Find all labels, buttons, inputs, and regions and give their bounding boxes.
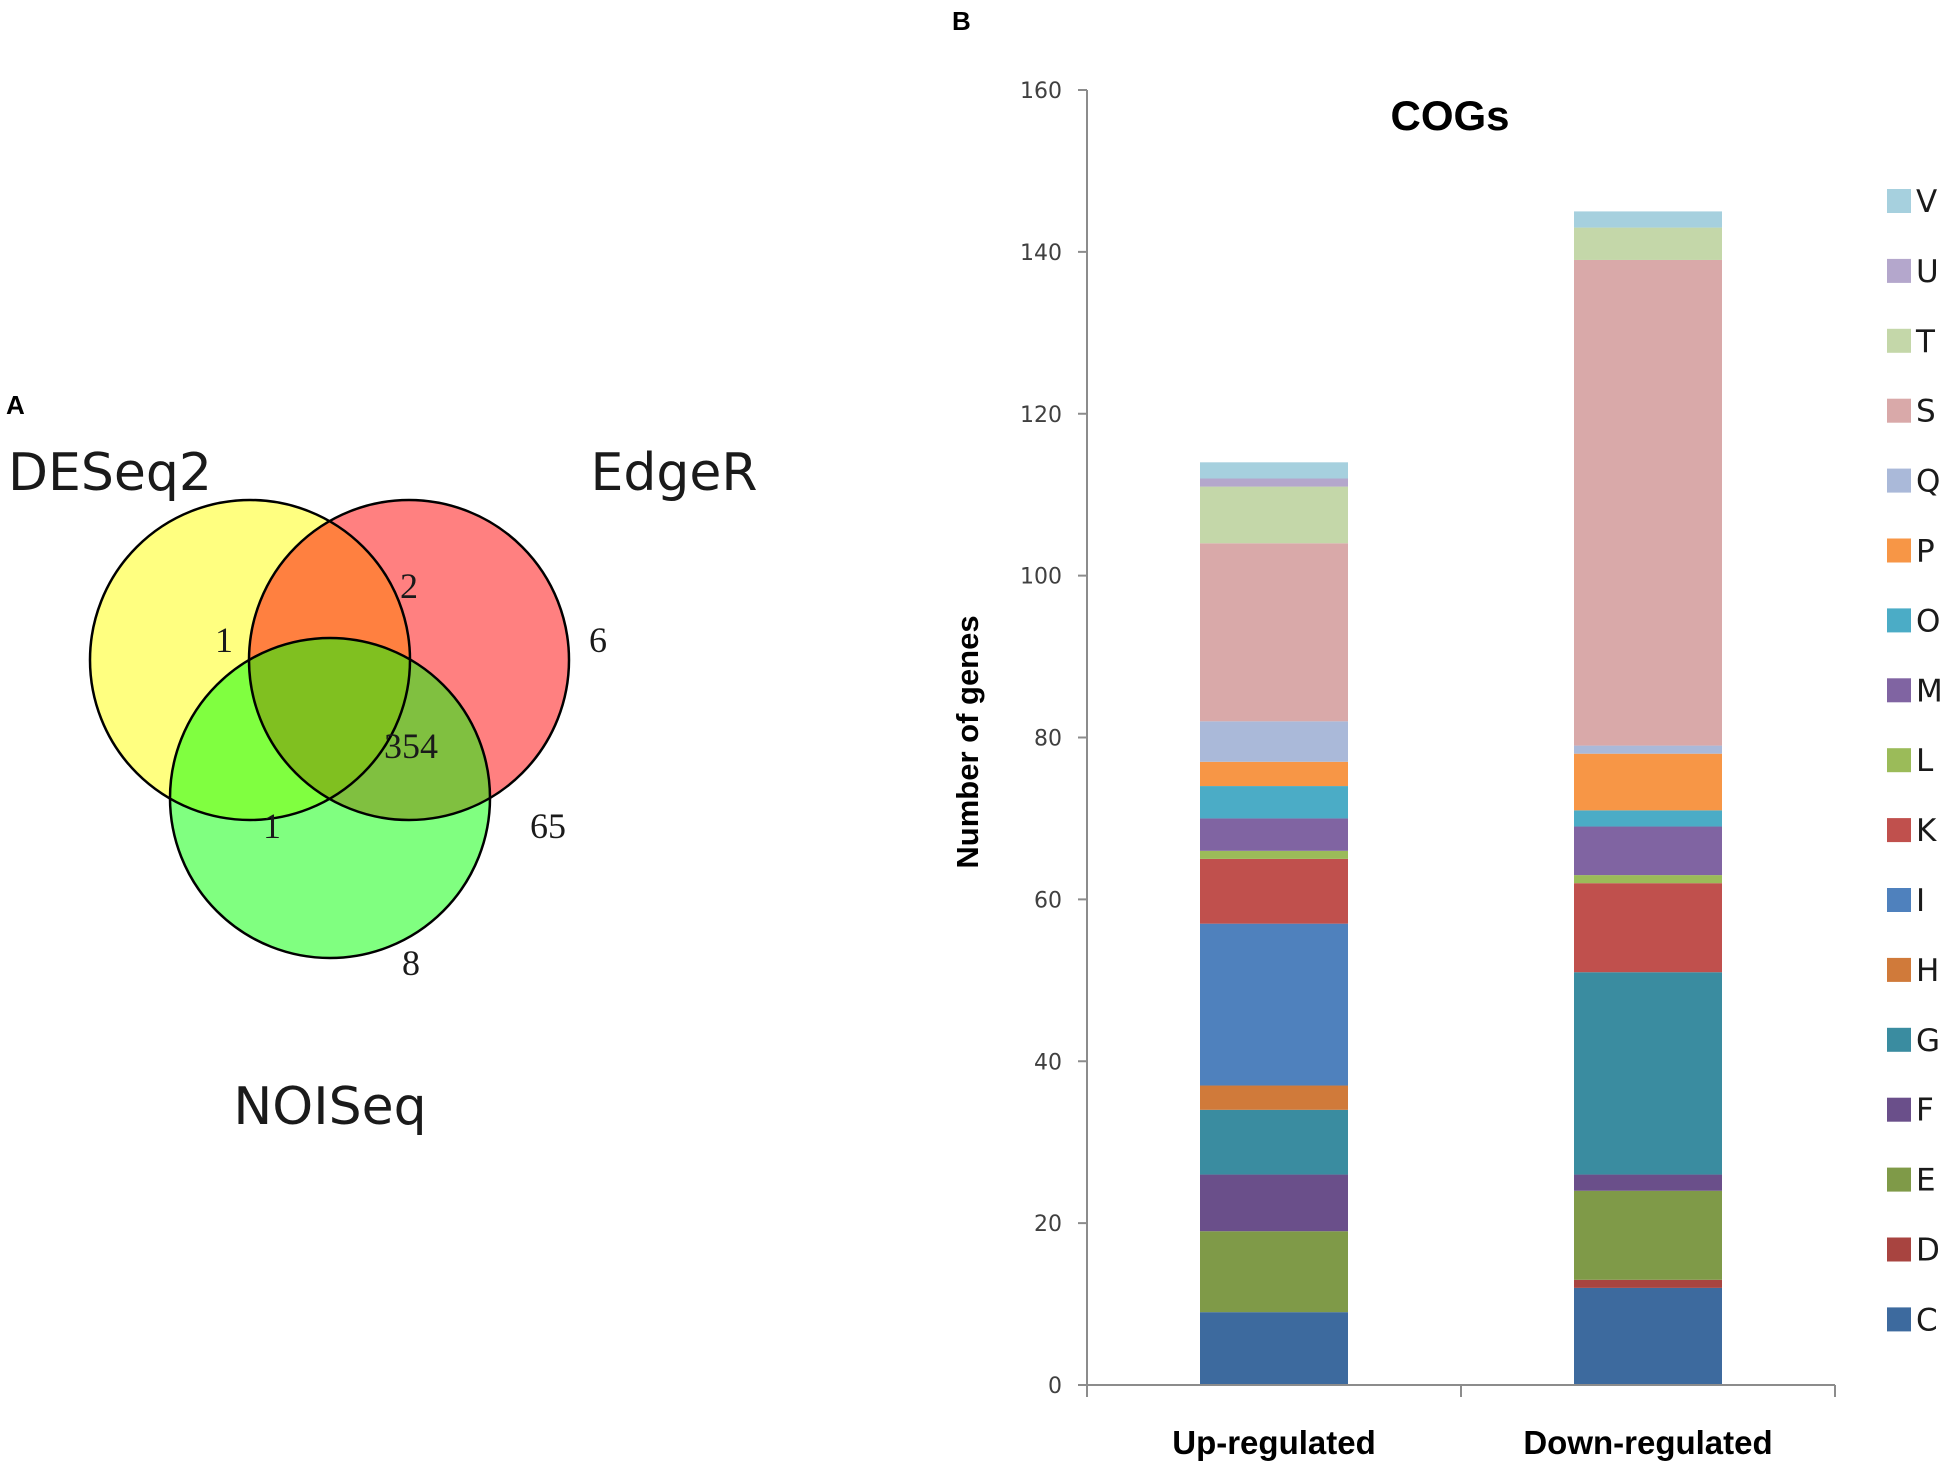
legend-swatch-U bbox=[1887, 258, 1911, 283]
bar-segment-G-down bbox=[1574, 972, 1722, 1175]
bar-segment-T-up bbox=[1200, 486, 1348, 544]
venn-count-edger-only: 6 bbox=[589, 620, 607, 660]
legend-swatch-M bbox=[1887, 678, 1911, 703]
bar-segment-F-up bbox=[1200, 1174, 1348, 1232]
y-axis-title: Number of genes bbox=[950, 615, 985, 868]
legend-label-C: C bbox=[1916, 1302, 1938, 1338]
legend-label-O: O bbox=[1916, 603, 1940, 639]
legend-swatch-L bbox=[1887, 748, 1911, 773]
bar-segment-P-down bbox=[1574, 753, 1722, 811]
legend-label-M: M bbox=[1916, 673, 1943, 709]
legend-label-Q: Q bbox=[1916, 464, 1940, 500]
legend-swatch-P bbox=[1887, 538, 1911, 563]
bar-segment-E-down bbox=[1574, 1190, 1722, 1280]
bar-segment-H-up bbox=[1200, 1085, 1348, 1110]
bar-segment-C-down bbox=[1574, 1287, 1722, 1385]
legend-label-V: V bbox=[1916, 184, 1937, 220]
y-tick-label: 120 bbox=[1020, 403, 1062, 428]
legend-label-E: E bbox=[1916, 1163, 1936, 1199]
bar-segment-E-up bbox=[1200, 1231, 1348, 1313]
legend-swatch-S bbox=[1887, 398, 1911, 423]
y-tick-label: 140 bbox=[1020, 241, 1062, 266]
bar-segment-I-up bbox=[1200, 923, 1348, 1086]
legend-swatch-Q bbox=[1887, 468, 1911, 493]
venn-count-deseq2-noiseq: 1 bbox=[263, 806, 281, 846]
bar-segment-L-down bbox=[1574, 875, 1722, 884]
bar-segment-S-up bbox=[1200, 543, 1348, 722]
y-tick-label: 100 bbox=[1020, 565, 1062, 590]
axis-lines bbox=[1086, 90, 1835, 1386]
chart-title: COGs bbox=[1390, 92, 1509, 139]
bar-segment-P-up bbox=[1200, 761, 1348, 787]
legend-label-T: T bbox=[1915, 324, 1936, 360]
bar-segment-M-up bbox=[1200, 818, 1348, 851]
bar-segment-V-up bbox=[1200, 462, 1348, 479]
bar-segment-C-up bbox=[1200, 1312, 1348, 1385]
venn-label-deseq2: DESeq2 bbox=[8, 443, 212, 503]
y-tick-label: 60 bbox=[1034, 888, 1062, 913]
x-category-label: Up-regulated bbox=[1172, 1424, 1376, 1461]
venn-count-deseq2-edger: 2 bbox=[400, 566, 418, 606]
legend-swatch-F bbox=[1887, 1097, 1911, 1122]
y-tick-label: 80 bbox=[1034, 727, 1062, 752]
bar-segment-F-down bbox=[1574, 1174, 1722, 1191]
legend-label-K: K bbox=[1916, 813, 1937, 849]
legend-label-S: S bbox=[1916, 394, 1936, 430]
legend-swatch-E bbox=[1887, 1167, 1911, 1192]
y-tick-label: 160 bbox=[1020, 79, 1062, 104]
legend-label-D: D bbox=[1916, 1233, 1940, 1269]
y-tick-label: 0 bbox=[1048, 1374, 1062, 1399]
panel-a-venn: A DESeq2 EdgeR NOISeq 1 2 bbox=[6, 390, 758, 1137]
legend-label-F: F bbox=[1916, 1093, 1934, 1129]
panel-b-chart: B COGs Number of genes 0 20 40 60 80 100 120 14… bbox=[950, 6, 1943, 1461]
bars bbox=[1200, 211, 1722, 1385]
axes: 0 20 40 60 80 100 120 140 160 Up-regulated Down-re… bbox=[1020, 79, 1836, 1461]
legend-label-L: L bbox=[1916, 743, 1934, 779]
bar-segment-K-down bbox=[1574, 883, 1722, 973]
y-tick-label: 40 bbox=[1034, 1050, 1062, 1075]
bar-segment-O-up bbox=[1200, 786, 1348, 819]
venn-noiseq-outline bbox=[168, 636, 492, 960]
legend-label-G: G bbox=[1916, 1023, 1940, 1059]
y-tick-label: 20 bbox=[1034, 1212, 1062, 1237]
legend-swatch-H bbox=[1887, 957, 1911, 982]
legend-label-I: I bbox=[1916, 883, 1925, 919]
legend-swatch-I bbox=[1887, 888, 1911, 912]
panel-letter-a: A bbox=[6, 390, 25, 420]
bar-segment-O-down bbox=[1574, 810, 1722, 827]
bar-segment-K-up bbox=[1200, 858, 1348, 924]
bar-segment-U-up bbox=[1200, 478, 1348, 487]
venn-label-edger: EdgeR bbox=[591, 443, 758, 503]
legend-swatch-V bbox=[1887, 189, 1911, 213]
legend-swatch-O bbox=[1887, 608, 1911, 633]
legend-label-P: P bbox=[1916, 534, 1935, 570]
legend-label-H: H bbox=[1916, 953, 1939, 989]
bar-segment-V-down bbox=[1574, 211, 1722, 228]
legend-label-U: U bbox=[1916, 254, 1939, 290]
legend-swatch-D bbox=[1887, 1237, 1911, 1262]
panel-letter-b: B bbox=[952, 6, 971, 36]
bar-segment-M-down bbox=[1574, 826, 1722, 876]
venn-count-noiseq-only: 8 bbox=[402, 943, 420, 983]
bar-segment-Q-up bbox=[1200, 721, 1348, 762]
venn-label-noiseq: NOISeq bbox=[233, 1077, 426, 1137]
venn-count-edger-noiseq: 65 bbox=[530, 806, 566, 846]
bar-segment-L-up bbox=[1200, 850, 1348, 859]
legend-swatch-G bbox=[1887, 1027, 1911, 1052]
bar-segment-Q-down bbox=[1574, 745, 1722, 754]
venn-count-deseq2-only: 1 bbox=[215, 620, 233, 660]
bar-segment-G-up bbox=[1200, 1109, 1348, 1175]
bar-segment-T-down bbox=[1574, 227, 1722, 260]
bar-segment-S-down bbox=[1574, 259, 1722, 746]
venn-count-all-three: 354 bbox=[384, 726, 438, 766]
x-category-label: Down-regulated bbox=[1523, 1424, 1772, 1461]
bar-segment-D-down bbox=[1574, 1279, 1722, 1288]
legend-swatch-C bbox=[1887, 1307, 1911, 1332]
legend-swatch-T bbox=[1887, 328, 1911, 353]
legend-swatch-K bbox=[1887, 818, 1911, 843]
